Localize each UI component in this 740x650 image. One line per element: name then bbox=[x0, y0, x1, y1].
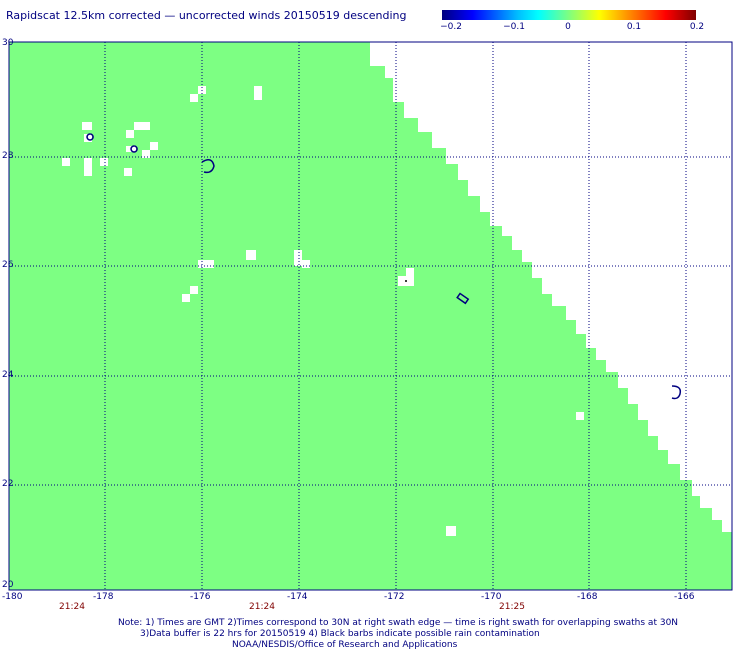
lon-label: -170 bbox=[481, 592, 502, 602]
lat-label: 22 bbox=[2, 479, 14, 489]
lon-label: -166 bbox=[674, 592, 695, 602]
lon-label: -178 bbox=[93, 592, 114, 602]
map-title: Rapidscat 12.5km corrected — uncorrected… bbox=[6, 9, 407, 22]
lat-label: 20 bbox=[2, 580, 14, 590]
time-label: 21:24 bbox=[59, 602, 85, 612]
note-line-2: 3)Data buffer is 22 hrs for 20150519 4) … bbox=[140, 629, 540, 639]
colorbar-label: 0 bbox=[565, 22, 571, 32]
lat-label: 30 bbox=[2, 38, 14, 48]
lon-label: -176 bbox=[190, 592, 211, 602]
time-label: 21:24 bbox=[249, 602, 275, 612]
lon-label: -172 bbox=[384, 592, 405, 602]
note-line-1: Note: 1) Times are GMT 2)Times correspon… bbox=[118, 618, 679, 628]
lon-label: -168 bbox=[577, 592, 598, 602]
colorbar-label: −0.2 bbox=[440, 22, 462, 32]
lat-label: 28 bbox=[2, 151, 14, 161]
swath-area bbox=[9, 42, 732, 590]
lat-lon-grid bbox=[9, 42, 732, 590]
colorbar bbox=[442, 10, 696, 20]
colorbar-label: 0.2 bbox=[689, 22, 705, 32]
colorbar-label: 0.1 bbox=[626, 22, 642, 32]
colorbar-label: −0.1 bbox=[503, 22, 525, 32]
lat-label: 26 bbox=[2, 260, 14, 270]
time-label: 21:25 bbox=[499, 602, 525, 612]
lat-label: 24 bbox=[2, 370, 14, 380]
data-gaps bbox=[62, 86, 584, 536]
lon-label: -174 bbox=[287, 592, 308, 602]
note-line-3: NOAA/NESDIS/Office of Research and Appli… bbox=[232, 640, 458, 650]
map-frame bbox=[8, 41, 733, 591]
wind-barbs bbox=[86, 133, 682, 400]
lon-label: -180 bbox=[2, 592, 23, 602]
